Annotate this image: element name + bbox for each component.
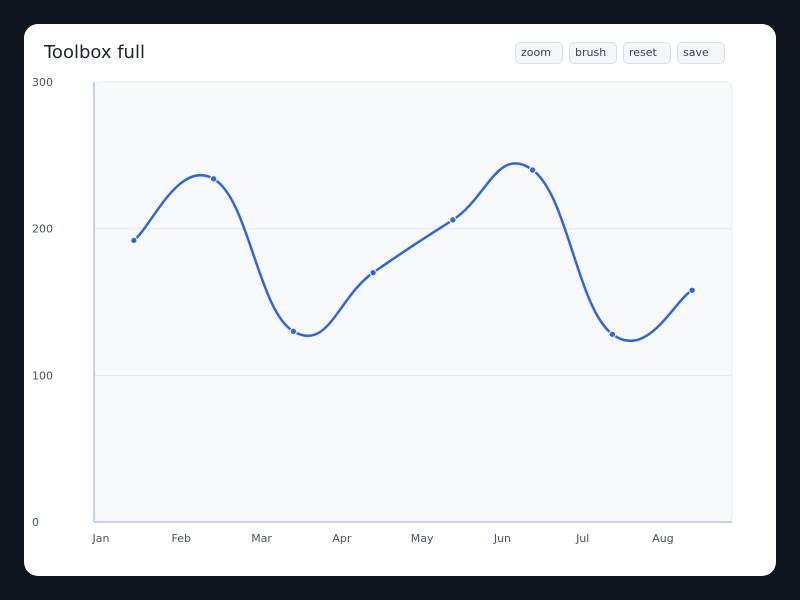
chart-toolbox: zoom brush reset save — [515, 42, 725, 64]
data-point[interactable] — [608, 330, 617, 338]
data-point[interactable] — [369, 268, 377, 277]
data-point[interactable] — [528, 166, 537, 174]
zoom-button[interactable]: zoom — [515, 42, 563, 64]
y-tick-label: 0 — [32, 516, 39, 529]
x-tick-label: Aug — [652, 532, 673, 545]
data-point[interactable] — [449, 216, 457, 224]
x-tick-label: Jun — [493, 532, 511, 545]
x-tick-label: Jan — [92, 532, 110, 545]
x-tick-label: May — [411, 532, 434, 545]
save-button[interactable]: save — [677, 42, 725, 64]
y-tick-label: 300 — [32, 76, 53, 89]
data-point[interactable] — [130, 236, 138, 245]
x-tick-label: Feb — [172, 532, 191, 545]
y-tick-label: 200 — [32, 223, 53, 236]
plot-area — [93, 81, 733, 523]
x-tick-label: Jul — [575, 532, 589, 545]
data-point[interactable] — [209, 175, 218, 183]
chart-title: Toolbox full — [44, 42, 145, 63]
data-point[interactable] — [688, 286, 696, 294]
y-tick-label: 100 — [32, 369, 53, 382]
reset-button[interactable]: reset — [623, 42, 671, 64]
data-point[interactable] — [289, 327, 298, 336]
brush-button[interactable]: brush — [569, 42, 617, 64]
series-line-0 — [132, 162, 694, 343]
x-tick-label: Apr — [332, 532, 352, 545]
x-tick-label: Mar — [251, 532, 272, 545]
